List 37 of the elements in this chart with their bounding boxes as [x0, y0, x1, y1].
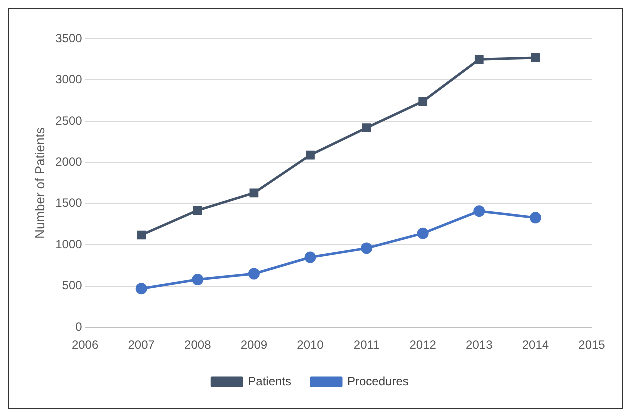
point — [361, 242, 373, 254]
point — [530, 212, 542, 224]
point — [248, 268, 260, 280]
y-tick-label: 500 — [62, 278, 83, 293]
legend-label: Procedures — [347, 374, 409, 388]
y-axis-title: Number of Patients — [32, 127, 48, 239]
point — [192, 274, 204, 286]
y-tick-label: 1500 — [56, 196, 83, 210]
point — [304, 252, 316, 264]
y-tick-label: 3000 — [56, 72, 83, 87]
x-tick-label: 2009 — [240, 338, 268, 352]
x-tick-label: 2006 — [72, 338, 99, 352]
point — [193, 206, 202, 215]
y-tick-label: 2000 — [56, 155, 83, 169]
y-tick-label: 2500 — [56, 114, 83, 128]
point — [137, 230, 146, 240]
x-tick-label: 2015 — [578, 338, 606, 352]
y-tick-label: 0 — [76, 320, 83, 334]
point — [362, 124, 372, 132]
y-tick-label: 3500 — [56, 31, 83, 46]
x-tick-label: 2008 — [184, 338, 212, 352]
x-tick-label: 2013 — [466, 338, 494, 352]
point — [136, 283, 148, 295]
point — [306, 150, 315, 160]
point — [417, 228, 429, 240]
point — [250, 188, 259, 198]
legend-label: Patients — [248, 374, 292, 388]
point — [474, 206, 486, 218]
x-tick-label: 2007 — [128, 338, 156, 352]
point — [474, 55, 484, 64]
x-tick-label: 2014 — [522, 338, 550, 352]
x-tick-label: 2010 — [297, 338, 324, 352]
y-tick-label: 1000 — [56, 237, 83, 252]
x-tick-label: 2012 — [410, 338, 437, 352]
point — [418, 97, 428, 106]
point — [531, 54, 540, 62]
x-tick-label: 2011 — [354, 338, 380, 352]
